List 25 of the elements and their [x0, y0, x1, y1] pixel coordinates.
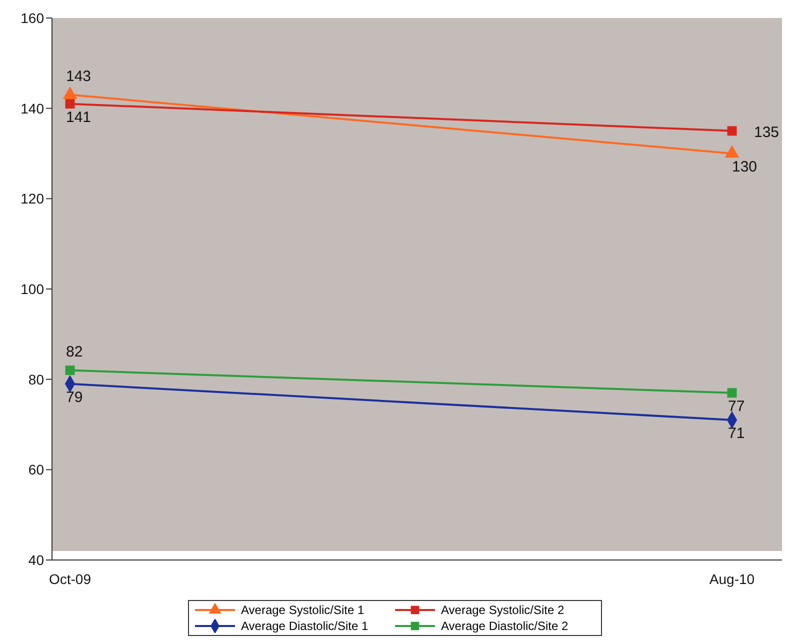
y-tick-label: 120	[20, 190, 44, 207]
legend-label: Average Diastolic/Site 1	[241, 619, 368, 633]
data-label: 71	[728, 424, 745, 442]
data-label: 82	[66, 343, 83, 360]
legend-label: Average Systolic/Site 1	[241, 603, 364, 617]
y-tick-label: 100	[20, 280, 44, 297]
data-label: 130	[732, 158, 758, 176]
y-tick-label: 160	[20, 10, 44, 26]
x-tick-label: Aug-10	[709, 570, 755, 587]
point	[65, 99, 75, 109]
data-label: 143	[66, 68, 92, 85]
legend-label: Average Diastolic/Site 2	[441, 619, 568, 633]
point	[727, 388, 737, 398]
data-label: 135	[754, 124, 780, 141]
point	[65, 366, 75, 376]
point	[727, 126, 737, 136]
y-tick-label: 80	[28, 371, 44, 388]
x-tick-label: Oct-09	[48, 570, 92, 587]
data-label: 79	[66, 388, 83, 406]
y-tick-label: 140	[20, 100, 44, 116]
y-tick-label: 40	[28, 552, 44, 568]
data-label: 141	[66, 108, 92, 126]
legend-label: Average Systolic/Site 2	[441, 603, 564, 617]
y-tick-label: 60	[28, 462, 44, 478]
data-label: 77	[728, 398, 745, 415]
